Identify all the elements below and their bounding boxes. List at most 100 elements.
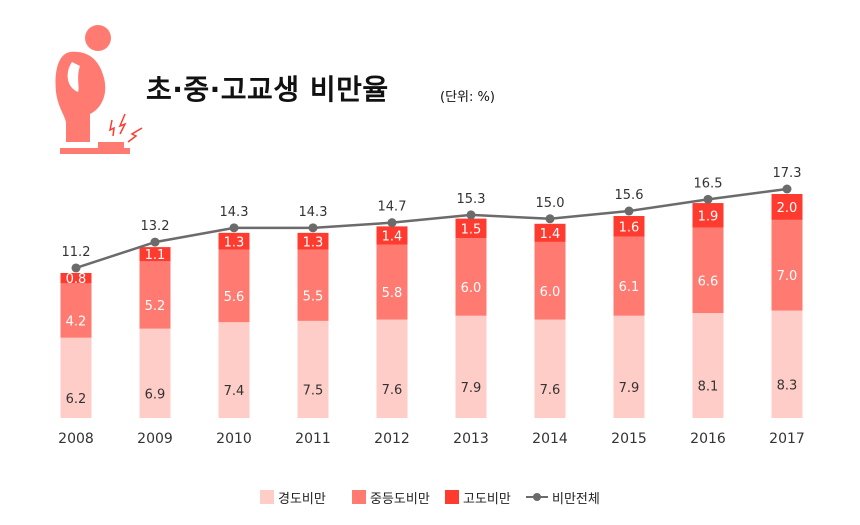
overweight-person-on-scale-icon	[55, 25, 143, 154]
bar-segment-severe	[613, 216, 645, 237]
bar-segment-severe	[60, 272, 92, 284]
value-label-severe: 1.3	[224, 235, 245, 250]
x-tick-label: 2016	[690, 431, 726, 447]
bar-segment-severe	[297, 232, 329, 250]
bar-segment-moderate	[455, 238, 487, 316]
total-value-label: 14.3	[220, 205, 249, 220]
total-point	[545, 214, 555, 224]
bar-segment-mild	[771, 310, 803, 418]
value-label-severe: 1.4	[382, 229, 403, 244]
legend-swatch-moderate	[352, 490, 366, 504]
value-label-moderate: 5.5	[303, 289, 324, 304]
x-tick-label: 2013	[453, 431, 489, 447]
bar-segment-moderate	[692, 227, 724, 314]
bar-segment-moderate	[218, 249, 250, 323]
total-point	[624, 206, 634, 216]
legend-line-marker	[526, 493, 548, 501]
bar-segment-mild	[534, 319, 566, 418]
value-label-severe: 0.8	[66, 272, 87, 287]
value-label-severe: 1.9	[698, 209, 719, 224]
total-value-label: 17.3	[773, 166, 802, 181]
total-value-label: 15.3	[457, 192, 486, 207]
value-label-moderate: 6.1	[619, 280, 640, 295]
value-label-mild: 6.9	[145, 387, 166, 402]
total-point	[466, 210, 476, 220]
value-label-mild: 7.5	[303, 383, 324, 398]
value-label-severe: 2.0	[777, 201, 798, 216]
value-label-mild: 8.1	[698, 380, 719, 395]
total-value-label: 14.3	[299, 205, 328, 220]
legend-label-total: 비만전체	[552, 492, 600, 507]
value-label-moderate: 6.0	[461, 281, 482, 296]
legend-swatch-severe	[445, 490, 459, 504]
bar-segment-moderate	[534, 241, 566, 320]
legend-label-severe: 고도비만	[463, 492, 511, 507]
bar-segment-moderate	[376, 244, 408, 320]
value-label-mild: 7.6	[540, 383, 561, 398]
bar-segment-moderate	[613, 236, 645, 316]
value-label-severe: 1.4	[540, 227, 561, 242]
bar-segment-severe	[139, 247, 171, 262]
unit-label: (단위: %)	[440, 90, 495, 105]
total-line	[75, 187, 788, 270]
value-label-moderate: 6.0	[540, 285, 561, 300]
x-tick-label: 2009	[137, 431, 173, 447]
bar-segment-mild	[692, 313, 724, 418]
bar-segment-mild	[139, 328, 171, 418]
bar-segment-severe	[376, 226, 408, 245]
value-label-mild: 6.2	[66, 392, 87, 407]
total-value-label: 15.0	[536, 196, 565, 211]
total-value-label: 11.2	[62, 245, 91, 260]
x-tick-label: 2011	[295, 431, 331, 447]
value-label-moderate: 5.6	[224, 290, 245, 305]
total-point	[150, 237, 160, 247]
bar-segment-moderate	[60, 283, 92, 338]
value-label-moderate: 5.8	[382, 286, 403, 301]
total-point	[782, 184, 792, 194]
bar-segment-severe	[455, 218, 487, 239]
value-label-moderate: 6.6	[698, 274, 719, 289]
bar-segment-severe	[771, 194, 803, 220]
total-point	[703, 194, 713, 204]
bar-segment-mild	[455, 315, 487, 418]
bar-segment-mild	[297, 320, 329, 418]
total-point	[71, 263, 81, 273]
bar-segment-severe	[534, 223, 566, 242]
legend-label-mild: 경도비만	[278, 492, 326, 507]
chart-title: 초·중·고교생 비만율	[146, 73, 389, 106]
value-label-severe: 1.3	[303, 235, 324, 250]
value-label-mild: 7.9	[619, 381, 640, 396]
legend-swatch-mild	[260, 490, 274, 504]
total-point	[229, 223, 239, 233]
total-point	[387, 218, 397, 228]
x-tick-label: 2014	[532, 431, 568, 447]
legend-label-moderate: 중등도비만	[370, 492, 430, 507]
bar-segment-moderate	[139, 261, 171, 329]
bar-segment-severe	[218, 232, 250, 250]
bar-segment-mild	[376, 319, 408, 418]
value-label-mild: 7.6	[382, 383, 403, 398]
total-value-label: 13.2	[141, 219, 170, 234]
value-label-mild: 7.9	[461, 381, 482, 396]
x-tick-label: 2017	[769, 431, 805, 447]
total-value-label: 14.7	[378, 200, 407, 215]
x-tick-label: 2015	[611, 431, 647, 447]
bar-segment-moderate	[771, 219, 803, 311]
value-label-moderate: 4.2	[66, 315, 87, 330]
bar-segment-moderate	[297, 249, 329, 321]
value-label-moderate: 7.0	[777, 269, 798, 284]
x-tick-label: 2012	[374, 431, 410, 447]
value-label-moderate: 5.2	[145, 299, 166, 314]
value-label-severe: 1.1	[145, 248, 166, 263]
bar-segment-mild	[60, 337, 92, 418]
total-value-label: 16.5	[694, 176, 723, 191]
total-value-label: 15.6	[615, 188, 644, 203]
bar-segment-mild	[613, 315, 645, 418]
bar-segment-mild	[218, 322, 250, 418]
value-label-mild: 8.3	[777, 378, 798, 393]
bar-segment-severe	[692, 203, 724, 228]
total-point	[308, 223, 318, 233]
value-label-mild: 7.4	[224, 384, 245, 399]
x-tick-label: 2010	[216, 431, 252, 447]
